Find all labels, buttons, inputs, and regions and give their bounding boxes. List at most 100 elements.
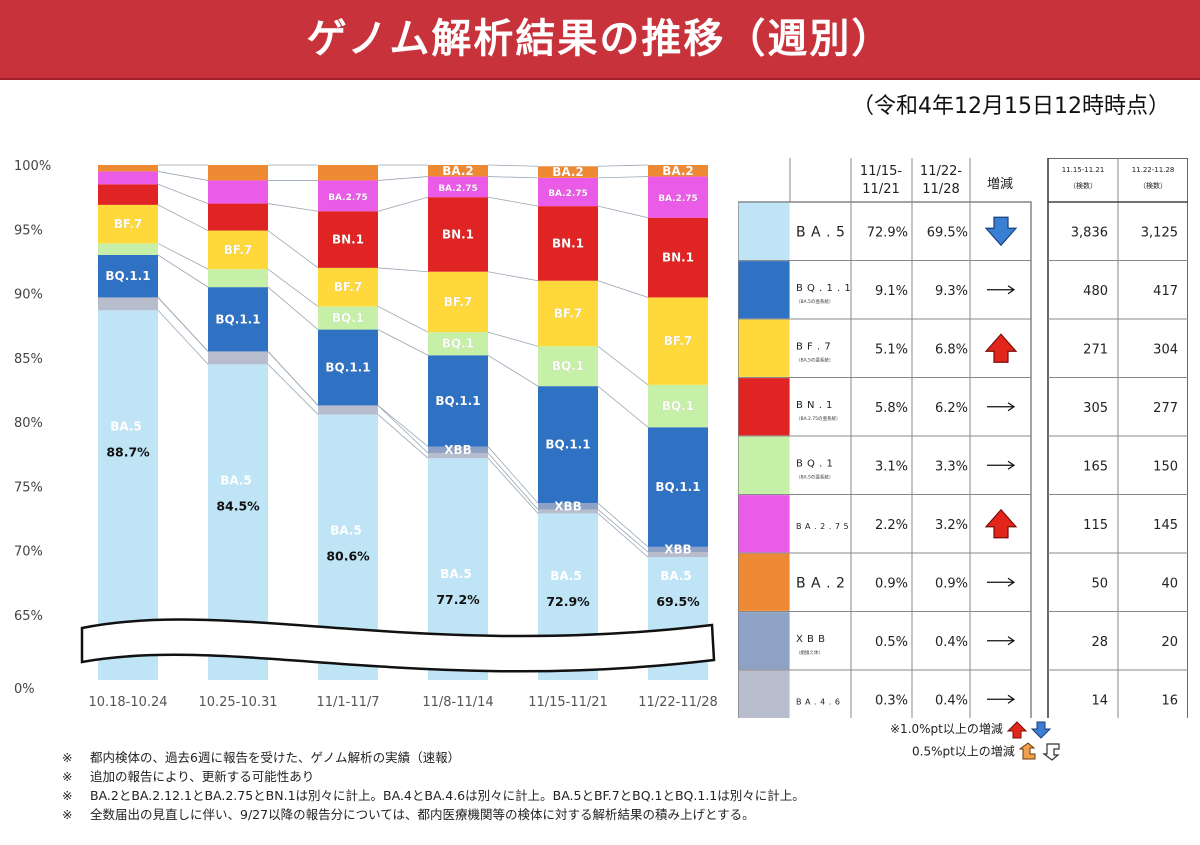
bar-label: BF.7 [664, 334, 693, 348]
bar-segment-ba-4-6 [538, 509, 598, 514]
bar-segment-bq-1-1 [318, 329, 378, 406]
row-count2: 150 [1153, 459, 1178, 474]
flat-arrow-head [1007, 636, 1016, 646]
bar-label-ba5: BA.5 [550, 569, 582, 583]
connector-line [487, 331, 539, 347]
bar-label: BQ.1.1 [215, 312, 260, 326]
header-count1-sub: （検数） [1069, 181, 1097, 190]
connector-line [597, 509, 649, 553]
row-count2: 16 [1161, 693, 1178, 708]
bar-label: BN.1 [332, 233, 364, 247]
row-variant-name: B A . 2 [796, 575, 845, 591]
legend-small-text: 0.5%pt以上の増減 [912, 744, 1015, 759]
diag-up-arrow-icon [1018, 742, 1036, 760]
bar-segment-bq-1 [428, 332, 488, 356]
connector-line [597, 280, 649, 298]
variant-table: 11/15- 11/21 11/22- 11/28 増減 11.15-11.21 （検数） 1… [738, 158, 1188, 718]
connector-line [267, 268, 319, 307]
bar-segment-ba-4-6 [428, 453, 488, 459]
y-tick-label: 100% [14, 159, 51, 174]
header-count2: 11.22-11.28 [1132, 166, 1175, 174]
bar-label: BA.2.75 [328, 193, 368, 203]
header-count2-sub: （検数） [1139, 181, 1167, 190]
bar-segment-ba-2-75 [428, 176, 488, 198]
row-variant-note: （BA.2.75の亜系統） [796, 415, 841, 422]
bar-segment-ba-2-75 [318, 180, 378, 212]
bar-label-ba5: BA.5 [440, 567, 472, 581]
connector-line [157, 243, 209, 270]
bar-segment-ba-2-75 [648, 176, 708, 218]
bar-label: BQ.1 [662, 399, 694, 413]
connector-line [377, 405, 429, 447]
row-pct2: 0.4% [935, 693, 968, 708]
row-variant-name: X B B [796, 634, 825, 645]
bar-label-ba5: BA.5 [220, 473, 252, 487]
table-grid [738, 201, 1032, 718]
bar-segment-ba-2-75 [538, 177, 598, 207]
connector-line [377, 196, 429, 212]
row-variant-name: B N . 1 [796, 400, 833, 411]
footnote-text: 都内検体の、過去6週に報告を受けた、ゲノム解析の実績（速報） [90, 750, 461, 765]
color-swatch [738, 261, 790, 319]
bar-segment-ba-4-6 [208, 351, 268, 365]
bar-label: BA.2.75 [658, 194, 698, 204]
bar-label: XBB [444, 443, 472, 457]
row-count2: 304 [1153, 342, 1178, 357]
connector-line [487, 452, 539, 510]
row-pct1: 5.1% [875, 342, 908, 357]
flat-arrow-head [1007, 577, 1016, 587]
color-swatch [738, 495, 790, 553]
row-pct2: 6.2% [935, 401, 968, 416]
bar-label: BQ.1 [442, 337, 474, 351]
row-count1: 28 [1091, 635, 1108, 650]
legend-big-arrows [1006, 720, 1051, 739]
connector-line [597, 164, 649, 167]
bar-label: BF.7 [224, 243, 253, 257]
footnote-mark: ※ [62, 750, 73, 765]
connector-line [487, 164, 539, 167]
bar-segment-bq-1-1 [538, 386, 598, 504]
flat-arrow-head [1007, 402, 1016, 412]
row-pct1: 0.5% [875, 635, 908, 650]
bar-segment-bf-7 [648, 297, 708, 385]
row-variant-name: B Q . 1 . 1 [796, 283, 851, 294]
row-count1: 305 [1083, 401, 1108, 416]
y-tick-label: 85% [14, 352, 43, 367]
row-pct2: 69.5% [927, 225, 968, 240]
bar-label: BN.1 [552, 236, 584, 250]
bar-label: BN.1 [442, 227, 474, 241]
footnotes: ※ 都内検体の、過去6週に報告を受けた、ゲノム解析の実績（速報） ※ 追加の報告により… [62, 748, 805, 824]
footnote-text: 追加の報告により、更新する可能性あり [90, 769, 315, 784]
flat-arrow-head [1007, 460, 1016, 470]
connector-line [377, 329, 429, 356]
connector-line [267, 286, 319, 330]
header-col1: 11/21 [862, 182, 899, 197]
bar-label: BA.2.75 [438, 184, 478, 194]
bar-label: BF.7 [334, 280, 363, 294]
bar-segment-bn-1 [538, 206, 598, 281]
bar-segment-bf-7 [98, 204, 158, 244]
bar-segment-ba-2-75 [208, 180, 268, 204]
y-tick-label: 65% [14, 609, 43, 624]
bar-segment-ba-2-75 [98, 171, 158, 185]
stacked-bar-chart: 100% 95% 90% 85% 80% 75% 70% 65% 0% BQ.1.1 BF.7 BA.… [14, 159, 718, 710]
bar-label: BA.2 [442, 164, 474, 178]
row-count1: 480 [1083, 284, 1108, 299]
footnote: ※ 追加の報告により、更新する可能性あり [62, 767, 805, 786]
bar-segment-bq-1 [208, 269, 268, 288]
bar-segment-bn-1 [208, 203, 268, 231]
bar-label: XBB [554, 499, 582, 513]
bar-segment-bq-1-1 [428, 355, 488, 447]
y-tick-label: 75% [14, 480, 43, 495]
bar-segment-ba-2 [208, 165, 268, 181]
connector-line [267, 203, 319, 212]
up-arrow-icon [984, 333, 1018, 363]
color-swatch [738, 202, 790, 260]
bar-label: BN.1 [662, 251, 694, 265]
bar-segment-bq-1 [648, 384, 708, 428]
connector-line [267, 364, 319, 415]
bar-label-ba5: BA.5 [110, 419, 142, 433]
connector-line [597, 385, 649, 428]
color-swatch [738, 319, 790, 377]
row-variant-note: （BA.5の亜系統） [796, 298, 833, 305]
